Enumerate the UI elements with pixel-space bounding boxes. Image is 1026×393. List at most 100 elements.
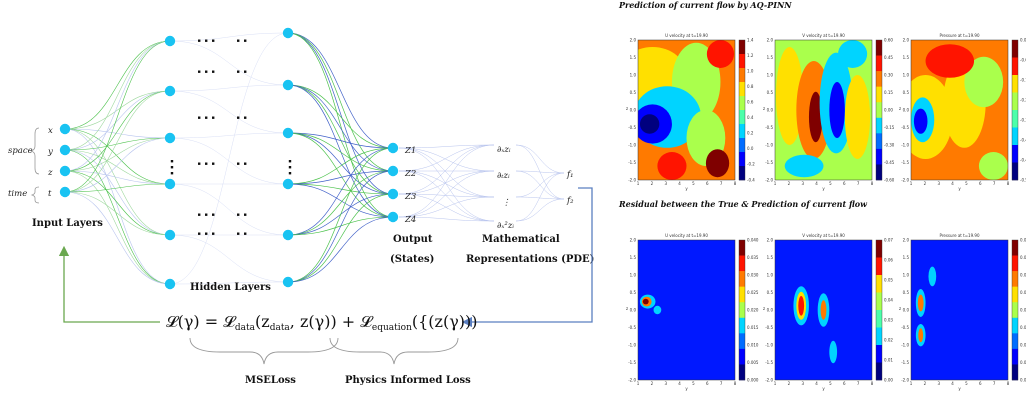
network-node	[282, 27, 294, 39]
edge-pde-residual	[515, 172, 565, 222]
panel-title: U velocity at t=19.90	[665, 233, 708, 238]
colorbar-frame	[1011, 39, 1019, 181]
residual-f2: f₂	[566, 196, 574, 206]
network-node	[387, 165, 399, 177]
ellipsis-dot	[244, 39, 247, 42]
mse-loss-label: MSELoss	[245, 375, 296, 386]
edge-hidden-output	[287, 132, 394, 149]
flow-panel: Pressure at t=19.90 2.0 1.5 1.0 0.5 0.0 -0.5 -1…	[899, 233, 1026, 391]
x-tick-label: 8	[1007, 181, 1010, 186]
colorbar-band	[739, 124, 745, 139]
colorbar-tick-label: 0.008	[1020, 307, 1026, 312]
edge-hidden-hidden	[169, 183, 289, 236]
edge-hidden-hidden	[169, 234, 289, 283]
x-axis-label: y	[958, 386, 961, 391]
y-tick-label: 0.5	[630, 290, 637, 295]
x-tick-label: 2	[924, 181, 927, 186]
colorbar-band	[876, 240, 882, 258]
output-label: Output	[393, 234, 433, 245]
network-node	[387, 188, 399, 200]
edge-hidden-hidden	[169, 90, 289, 134]
field-contour	[964, 56, 1004, 108]
x-tick-label: 3	[664, 381, 667, 386]
edge-input-hidden	[64, 137, 171, 172]
edge-hidden-output	[287, 84, 394, 218]
ellipsis-dot	[288, 160, 292, 163]
ellipsis-dot	[244, 162, 247, 165]
colorbar-band	[876, 71, 882, 87]
space-label: space	[8, 146, 33, 156]
y-tick-label: 0.0	[903, 107, 910, 112]
ellipsis-dot	[237, 116, 240, 119]
ellipsis-dot	[288, 166, 292, 169]
ellipsis-dot	[170, 172, 174, 175]
colorbar-tick-label: 0.0	[747, 146, 754, 151]
y-tick-label: -1.0	[765, 342, 773, 347]
y-tick-label: 1.5	[767, 55, 774, 60]
field-background	[911, 240, 1008, 380]
x-tick-label: 7	[857, 181, 860, 186]
colorbar-tick-label: 0.8	[747, 84, 754, 89]
edge-output-pde	[398, 147, 495, 172]
colorbar-band	[739, 54, 745, 69]
edge-hidden-output	[287, 132, 394, 218]
math-label: Mathematical	[482, 234, 560, 245]
colorbar-tick-label: -0.16	[1020, 77, 1026, 82]
y-tick-label: 0.0	[903, 307, 910, 312]
y-tick-label: -1.0	[901, 142, 909, 147]
y-tick-label: -1.0	[628, 142, 636, 147]
x-tick-label: 8	[734, 381, 737, 386]
colorbar-tick-label: 1.2	[747, 53, 754, 58]
input-annotations: space time x y z t Input Layers	[8, 126, 103, 229]
edge-hidden-output	[287, 147, 394, 283]
network-node	[164, 178, 176, 190]
colorbar-band	[1012, 317, 1018, 334]
colorbar-tick-label: 0.07	[884, 237, 893, 242]
edge-output-pde	[398, 147, 495, 222]
input-layers-label: Input Layers	[32, 218, 103, 229]
input-var-x: x	[48, 126, 53, 136]
network-node	[59, 186, 71, 198]
x-tick-label: 2	[651, 381, 654, 386]
x-tick-label: 8	[734, 181, 737, 186]
y-tick-label: 0.0	[767, 307, 774, 312]
colorbar-band	[876, 292, 882, 311]
x-tick-label: 5	[829, 181, 832, 186]
edge-output-pde	[398, 144, 495, 218]
edge-hidden-output	[287, 132, 394, 172]
x-tick-label: 8	[871, 181, 874, 186]
colorbar-tick-label: -0.60	[884, 177, 895, 182]
pde-term-dots: ⋮	[502, 198, 511, 208]
colorbar-tick-label: -0.30	[884, 142, 895, 147]
edge-pde-residual	[515, 144, 565, 174]
output-z3: Z3	[404, 192, 416, 202]
colorbar-band	[739, 40, 745, 55]
ellipsis-dot	[212, 39, 215, 42]
colorbar-band	[1012, 92, 1018, 111]
ellipsis-dot	[212, 213, 215, 216]
colorbar-tick-label: 0.03	[884, 317, 893, 322]
ellipsis-dot	[244, 70, 247, 73]
x-tick-label: 7	[857, 381, 860, 386]
x-tick-label: 5	[829, 381, 832, 386]
y-tick-label: 1.5	[767, 255, 774, 260]
field-contour	[838, 40, 868, 68]
edge-input-hidden	[64, 40, 171, 172]
colorbar-tick-label: -0.56	[1020, 177, 1026, 182]
edge-output-pde	[398, 170, 495, 218]
edge-hidden-output	[287, 147, 394, 185]
edge-hidden-output	[287, 216, 394, 283]
colorbar-band	[739, 271, 745, 287]
x-tick-label: 6	[843, 381, 846, 386]
field-contour	[706, 40, 735, 68]
colorbar-band	[1012, 333, 1018, 350]
y-tick-label: -1.0	[765, 142, 773, 147]
colorbar-tick-label: -0.15	[884, 125, 895, 130]
edge-input-hidden	[64, 128, 171, 139]
ellipsis-dot	[170, 166, 174, 169]
edge-hidden-output	[287, 84, 394, 149]
edge-input-hidden	[64, 90, 171, 172]
edge-input-hidden	[64, 40, 171, 151]
panel-title: Pressure at t=19.90	[939, 233, 979, 238]
